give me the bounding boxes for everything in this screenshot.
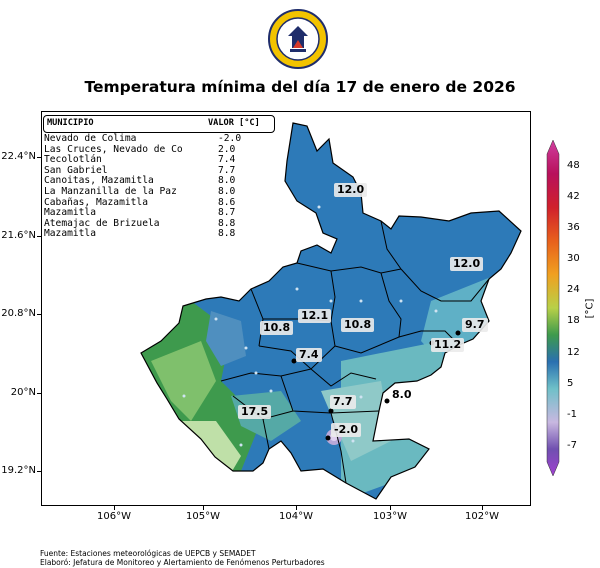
table-row: Atemajac de Brizuela 8.8 [44, 217, 274, 230]
table-row: La Manzanilla de la Paz 8.0 [44, 185, 274, 198]
region-label-altos-norte: 12.0 [450, 257, 484, 271]
footer-credit: Elaboró: Jefatura de Monitoreo y Alertam… [40, 558, 325, 567]
table-row: Tecolotlán 7.4 [44, 155, 274, 166]
cbar-tick-12: 12 [567, 347, 580, 358]
row-valor: 7.4 [218, 154, 236, 166]
table-row: Cabañas, Mazamitla 8.6 [44, 196, 274, 209]
header-valor: VALOR [°C] [208, 118, 260, 128]
cbar-tick-24: 24 [567, 284, 580, 295]
lat-tick-mark [37, 236, 41, 237]
row-valor: -2.0 [218, 133, 242, 144]
region-label-cienega: 11.2 [431, 338, 465, 352]
table-row: Nevado de Colima -2.0 [44, 133, 274, 145]
lat-tick-19-2: 19.2°N [1, 465, 36, 476]
cbar-tick-5: 5 [567, 378, 574, 389]
lat-tick-mark [37, 314, 41, 315]
map-title: Temperatura mínima del día 17 de enero d… [84, 78, 516, 96]
region-label-valles: 12.1 [298, 309, 332, 323]
row-valor: 7.7 [218, 164, 236, 176]
region-label-costa-sur: 17.5 [238, 405, 272, 419]
row-valor: 8.0 [218, 175, 236, 187]
region-label-altos-sur: 9.7 [462, 318, 488, 332]
row-municipio: Las Cruces, Nevado de Co [44, 143, 183, 155]
row-municipio: Tecolotlán [44, 154, 102, 166]
lat-tick-21-6: 21.6°N [1, 230, 36, 241]
lon-tick-106: 106°W [97, 511, 131, 522]
lon-tick-mark [114, 506, 115, 510]
region-label-san-gabriel: 7.7 [330, 395, 356, 409]
lat-tick-22-4: 22.4°N [1, 151, 36, 162]
lon-tick-mark [390, 506, 391, 510]
header-municipio: MUNICIPIO [47, 118, 94, 128]
region-label-centro-oeste: 10.8 [260, 321, 294, 335]
map-frame [41, 111, 531, 506]
row-municipio: Cabañas, Mazamitla [44, 196, 148, 208]
row-municipio: La Manzanilla de la Paz [44, 185, 177, 197]
row-municipio: Canoitas, Mazamitla [44, 175, 154, 187]
lat-tick-20-8: 20.8°N [1, 308, 36, 319]
table-row: Mazamitla 8.8 [44, 229, 274, 240]
row-municipio: Mazamitla [44, 207, 96, 219]
cbar-tick-42: 42 [567, 191, 580, 202]
lat-tick-mark [37, 393, 41, 394]
table-row: Mazamitla 8.7 [44, 208, 274, 219]
lon-tick-105: 105°W [186, 511, 220, 522]
cbar-tick-48: 48 [567, 160, 580, 171]
cbar-tick-minus7: -7 [567, 440, 577, 451]
row-valor: 2.0 [218, 143, 236, 155]
region-label-norte: 12.0 [334, 183, 368, 197]
footer-source: Fuente: Estaciones meteorológicas de UEP… [40, 549, 256, 558]
table-row: Las Cruces, Nevado de Co 2.0 [44, 143, 274, 156]
row-valor: 8.8 [218, 217, 236, 229]
cbar-tick-18: 18 [567, 315, 580, 326]
lon-tick-103: 103°W [373, 511, 407, 522]
table-row: San Gabriel 7.7 [44, 164, 274, 177]
jalisco-outline [140, 122, 522, 500]
lon-tick-mark [203, 506, 204, 510]
table-row: Canoitas, Mazamitla 8.0 [44, 176, 274, 187]
min-temp-table-header: MUNICIPIO VALOR [°C] [43, 115, 275, 133]
colorbar [546, 139, 560, 477]
colorbar-unit: [°C] [584, 298, 596, 319]
lat-tick-20: 20°N [10, 387, 36, 398]
region-label-nevado: -2.0 [331, 423, 362, 437]
lon-tick-102: 102°W [465, 511, 499, 522]
region-label-mazamitla: 8.0 [392, 388, 412, 401]
row-municipio: San Gabriel [44, 164, 108, 176]
row-municipio: Atemajac de Brizuela [44, 217, 160, 229]
region-label-tecolotlan: 7.4 [296, 348, 322, 362]
row-valor: 8.0 [218, 185, 236, 197]
row-municipio: Nevado de Colima [44, 133, 137, 144]
cbar-tick-minus1: -1 [567, 409, 577, 420]
row-valor: 8.8 [218, 228, 236, 240]
row-valor: 8.6 [218, 196, 236, 208]
lat-tick-mark [37, 471, 41, 472]
lat-tick-mark [37, 157, 41, 158]
lon-tick-104: 104°W [279, 511, 313, 522]
uepcb-logo [268, 9, 328, 69]
min-temp-table: Nevado de Colima -2.0 Las Cruces, Nevado … [44, 133, 274, 240]
lon-tick-mark [296, 506, 297, 510]
cbar-tick-30: 30 [567, 253, 580, 264]
lon-tick-mark [482, 506, 483, 510]
footer: Fuente: Estaciones meteorológicas de UEP… [40, 549, 325, 567]
row-municipio: Mazamitla [44, 228, 96, 240]
region-label-centro: 10.8 [341, 318, 375, 332]
row-valor: 8.7 [218, 207, 236, 219]
cbar-tick-36: 36 [567, 222, 580, 233]
